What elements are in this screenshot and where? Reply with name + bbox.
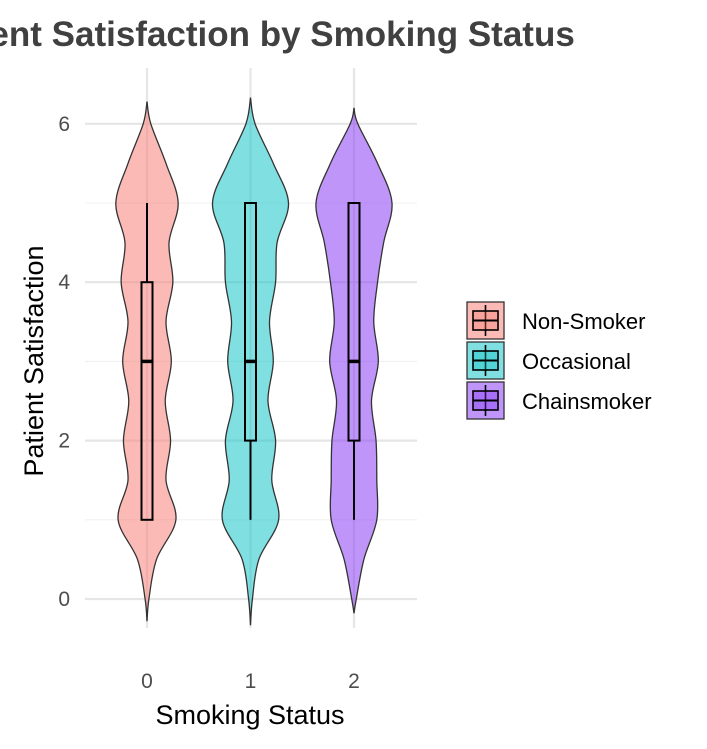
y-tick-label: 2 xyxy=(58,430,70,453)
box-1 xyxy=(244,202,257,442)
legend-label: Occasional xyxy=(522,349,631,374)
x-axis-title: Smoking Status xyxy=(155,700,344,730)
legend-label: Non-Smoker xyxy=(522,309,645,334)
y-tick-label: 4 xyxy=(58,271,70,294)
y-axis-title: Patient Satisfaction xyxy=(19,245,49,476)
y-axis-ticks: 0 2 4 6 xyxy=(58,113,70,611)
legend-key xyxy=(466,301,505,340)
chart-title: Patient Satisfaction by Smoking Status xyxy=(0,15,575,54)
x-tick-label: 0 xyxy=(141,670,153,693)
x-axis-ticks: 0 1 2 xyxy=(141,670,360,693)
y-tick-label: 0 xyxy=(58,588,70,611)
x-tick-label: 1 xyxy=(245,670,257,693)
boxplot-layer xyxy=(140,202,361,521)
legend: Non-Smoker Occasional Chainsmoker xyxy=(466,301,652,420)
legend-key xyxy=(466,381,505,420)
box-0 xyxy=(140,281,154,521)
y-tick-label: 6 xyxy=(58,113,70,136)
x-tick-label: 2 xyxy=(348,670,360,693)
box-2 xyxy=(347,202,361,442)
legend-label: Chainsmoker xyxy=(522,389,652,414)
legend-key xyxy=(466,341,505,380)
